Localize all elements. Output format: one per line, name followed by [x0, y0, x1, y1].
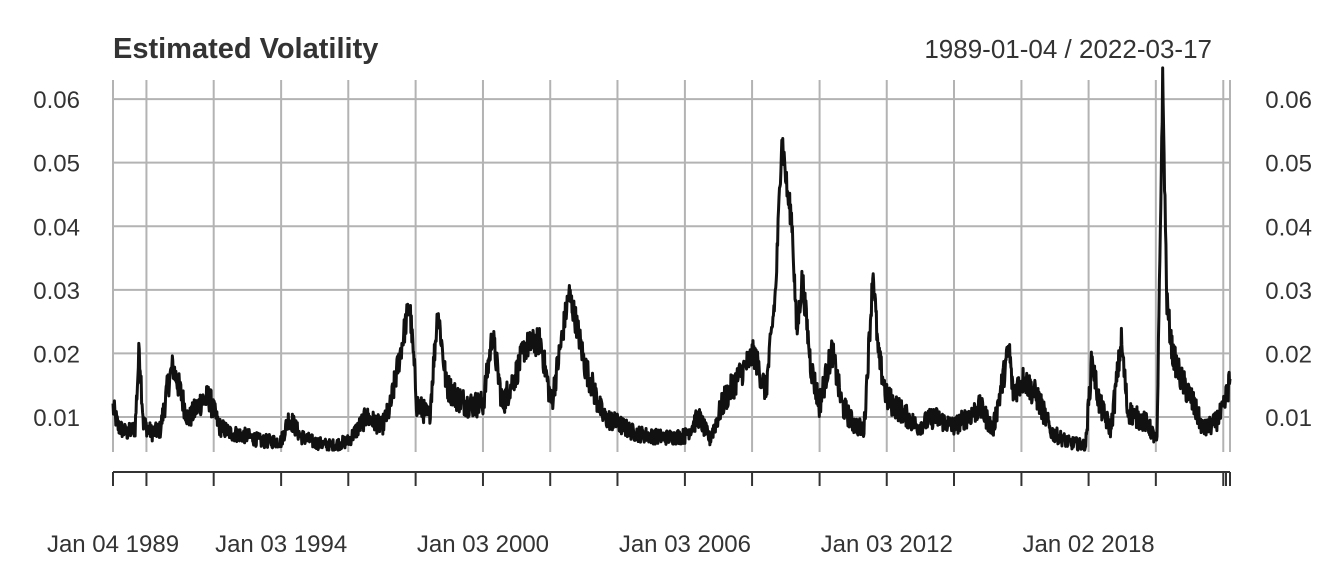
series-layer: [111, 66, 1232, 452]
y-tick-label-right: 0.02: [1265, 341, 1312, 368]
x-tick-label-0: Jan 04 1989: [47, 531, 179, 558]
y-axis-left: 0.06 0.05 0.04 0.03 0.02 0.01: [33, 87, 80, 432]
y-tick-label-left: 0.06: [33, 87, 80, 114]
y-tick-label-left: 0.04: [33, 214, 80, 241]
x-tick-label-4: Jan 03 2012: [821, 531, 953, 558]
y-tick-label-left: 0.02: [33, 341, 80, 368]
y-tick-label-right: 0.04: [1265, 214, 1312, 241]
y-tick-label-right: 0.01: [1265, 405, 1312, 432]
chart-title: Estimated Volatility: [113, 33, 378, 65]
y-tick-label-left: 0.03: [33, 278, 80, 305]
x-tick-label-1: Jan 03 1994: [215, 531, 347, 558]
x-axis: Jan 04 1989 Jan 03 1994 Jan 03 2000 Jan 03 …: [47, 471, 1231, 558]
y-tick-label-left: 0.05: [33, 151, 80, 178]
series-line-0: [111, 66, 1232, 452]
grid-layer: [112, 80, 1231, 452]
x-tick-label-5: Jan 02 2018: [1023, 531, 1155, 558]
date-range-label: 1989-01-04 / 2022-03-17: [924, 34, 1212, 64]
y-tick-label-right: 0.06: [1265, 87, 1312, 114]
y-tick-label-right: 0.03: [1265, 278, 1312, 305]
y-tick-label-left: 0.01: [33, 405, 80, 432]
y-axis-right: 0.06 0.05 0.04 0.03 0.02 0.01: [1265, 87, 1312, 432]
y-tick-label-right: 0.05: [1265, 151, 1312, 178]
x-tick-label-2: Jan 03 2000: [417, 531, 549, 558]
x-tick-label-3: Jan 03 2006: [619, 531, 751, 558]
